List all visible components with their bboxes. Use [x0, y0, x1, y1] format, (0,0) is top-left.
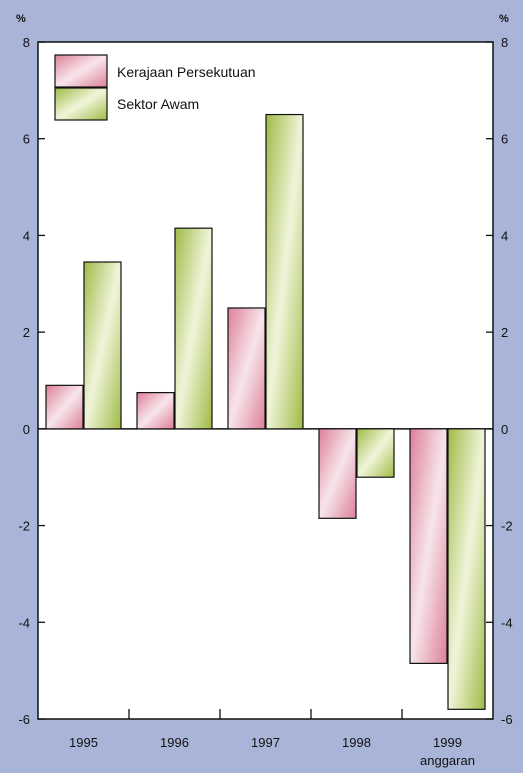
y-unit-right: % — [499, 13, 509, 25]
bar-series-1-1999 — [409, 428, 448, 664]
y-tick-label-right: 0 — [501, 422, 508, 437]
bar-series-1-1995 — [45, 384, 84, 430]
x-axis-ticks: 1995 1996 1997 1998 1999 anggaran — [69, 709, 475, 768]
legend-label-series-1: Kerajaan Persekutuan — [117, 64, 256, 80]
x-tick-sublabel: anggaran — [420, 753, 475, 768]
y-tick-label-left: -4 — [18, 615, 30, 630]
y-tick-label-left: -6 — [18, 712, 30, 727]
y-unit-left: % — [16, 13, 26, 25]
bar-series-2-1997 — [265, 113, 304, 430]
y-tick-label-left: 6 — [23, 132, 30, 147]
y-tick-label-left: 4 — [23, 228, 30, 243]
x-tick-label: 1995 — [69, 735, 98, 750]
y-tick-label-right: 2 — [501, 325, 508, 340]
y-tick-label-left: -2 — [18, 519, 30, 534]
legend-swatch-series-2 — [54, 87, 108, 121]
y-tick-label-left: 0 — [23, 422, 30, 437]
x-tick-label: 1998 — [342, 735, 371, 750]
y-tick-label-right: 6 — [501, 132, 508, 147]
y-tick-label-right: -4 — [501, 615, 513, 630]
legend-label-series-2: Sektor Awam — [117, 96, 199, 112]
bar-series-1-1996 — [136, 391, 175, 430]
y-tick-label-right: -6 — [501, 712, 513, 727]
bar-series-2-1998 — [356, 428, 395, 478]
y-tick-label-right: 4 — [501, 228, 508, 243]
bar-series-2-1996 — [174, 227, 213, 430]
bar-series-1-1997 — [227, 307, 266, 430]
bar-series-2-1995 — [83, 261, 122, 430]
y-tick-label-right: 8 — [501, 35, 508, 50]
x-tick-label: 1996 — [160, 735, 189, 750]
bar-series-2-1999 — [447, 428, 486, 710]
bar-series-1-1998 — [318, 428, 357, 519]
y-axis-ticks: -6 -6 -4 -4 -2 -2 0 0 2 2 4 4 6 6 8 8 — [18, 35, 512, 727]
bars-group — [45, 113, 486, 710]
y-tick-label-left: 8 — [23, 35, 30, 50]
x-tick-label: 1997 — [251, 735, 280, 750]
y-tick-label-right: -2 — [501, 519, 513, 534]
legend: Kerajaan Persekutuan Sektor Awam — [54, 54, 256, 121]
x-tick-label: 1999 — [433, 735, 462, 750]
legend-swatch-series-1 — [54, 54, 108, 88]
y-tick-label-left: 2 — [23, 325, 30, 340]
